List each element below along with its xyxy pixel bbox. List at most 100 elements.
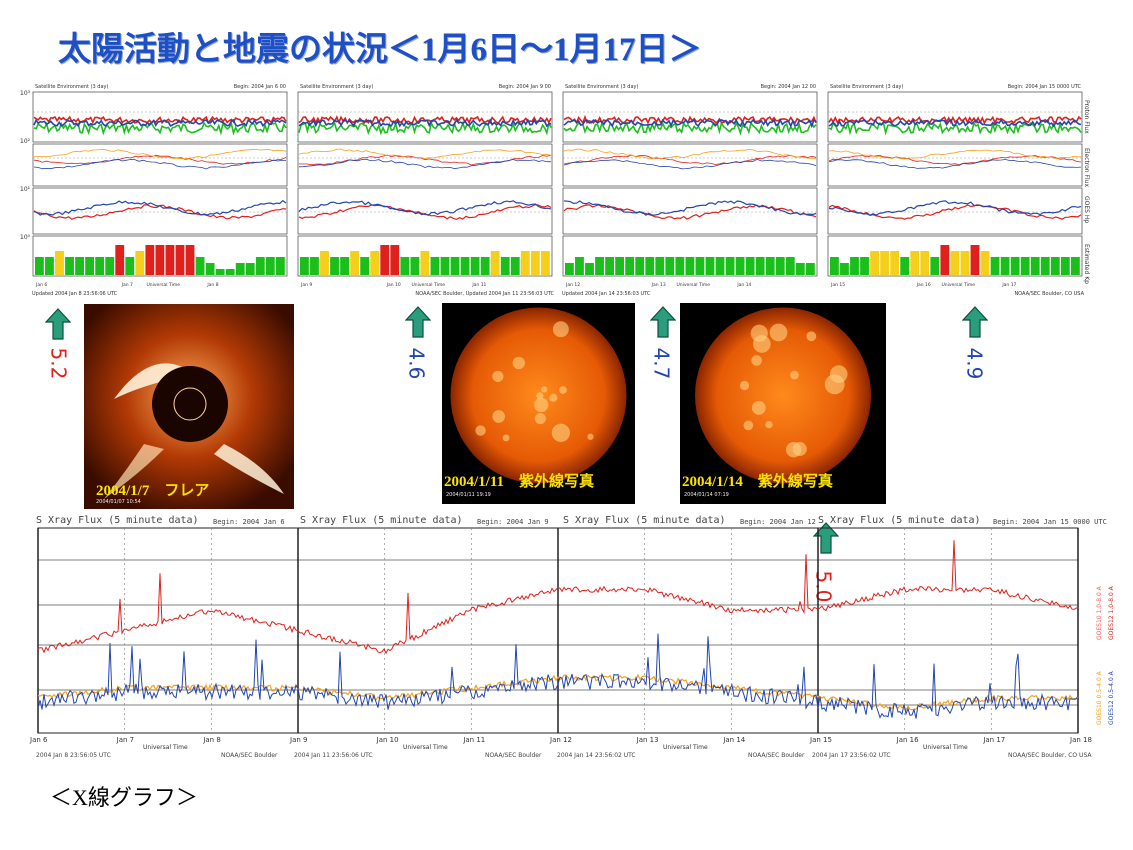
electron-flux-line xyxy=(298,148,552,160)
kp-bar xyxy=(165,245,175,275)
x-tick-label: Jan 6 xyxy=(35,282,47,288)
sun-photo: 2004/1/7 フレア 2004/01/07 10:54 xyxy=(84,304,294,509)
satellite-panel: Satellite Environment (3 day) Begin: 2004… xyxy=(32,84,289,299)
kp-bar xyxy=(1050,257,1060,275)
kp-bar xyxy=(135,251,145,275)
kp-bar xyxy=(605,257,614,275)
plot-frame xyxy=(297,187,553,235)
xray-x-tick: Jan 10 xyxy=(376,736,399,744)
kp-bar xyxy=(105,257,115,275)
kp-bar xyxy=(625,257,635,275)
kp-bar xyxy=(255,257,265,275)
plot-frame xyxy=(827,235,1083,277)
panel-header-left: Satellite Environment (3 day) xyxy=(830,84,904,90)
kp-bar xyxy=(530,251,540,275)
kp-bar xyxy=(950,251,960,275)
xray-x-axis-label: Universal Time xyxy=(403,744,448,751)
xray-panel-title: S Xray Flux (5 minute data) xyxy=(563,515,726,526)
xray-x-tick: Jan 14 xyxy=(723,736,746,744)
photo-caption: 2004/1/14 紫外線写真 xyxy=(682,474,833,490)
kp-bar xyxy=(755,257,765,275)
photo-timestamp: 2004/01/14 07:19 xyxy=(684,492,729,498)
kp-bar xyxy=(890,251,900,275)
xray-x-tick: Jan 9 xyxy=(290,736,308,744)
photo-timestamp: 2004/01/11 19:19 xyxy=(446,492,491,498)
x-tick-label: Jan 17 xyxy=(1001,282,1016,288)
kp-bar xyxy=(595,257,604,275)
kp-bar xyxy=(635,257,645,275)
plot-frame xyxy=(827,187,1083,235)
satellite-panel: Satellite Environment (3 day) Begin: 2004… xyxy=(297,84,554,299)
xray-series-goes12-short xyxy=(37,633,1079,719)
up-arrow-icon xyxy=(813,522,839,554)
kp-bar xyxy=(245,263,255,275)
kp-bar xyxy=(930,257,940,275)
proton-flux-line xyxy=(33,115,287,125)
plot-frame xyxy=(562,143,818,187)
x-axis-label: Universal Time xyxy=(147,282,181,288)
plot-frame xyxy=(297,235,553,277)
kp-bar xyxy=(795,263,805,275)
kp-bar xyxy=(75,257,84,275)
kp-bar xyxy=(1070,257,1080,275)
xray-x-tick: Jan 17 xyxy=(983,736,1006,744)
kp-bar xyxy=(725,257,735,275)
xray-panel-title: S Xray Flux (5 minute data) xyxy=(818,515,981,526)
kp-bar xyxy=(155,245,165,275)
x-tick-label: Jan 8 xyxy=(206,282,218,288)
electron-flux-line xyxy=(563,158,817,170)
kp-bar xyxy=(225,269,235,275)
kp-bar xyxy=(540,251,550,275)
kp-bar xyxy=(275,257,285,275)
x-tick-label: Jan 9 xyxy=(300,282,312,288)
xray-panel-footer: 2004 Jan 17 23:56:02 UTC xyxy=(812,752,891,759)
kp-bar xyxy=(510,257,520,275)
kp-bar xyxy=(195,257,205,275)
kp-bar xyxy=(1040,257,1050,275)
kp-bar xyxy=(1010,257,1020,275)
kp-bar xyxy=(320,251,329,275)
kp-bar xyxy=(450,257,460,275)
kp-bar xyxy=(805,263,815,275)
kp-bar xyxy=(645,257,655,275)
photo-caption: 2004/1/11 紫外線写真 xyxy=(444,474,595,490)
kp-bar xyxy=(440,257,450,275)
satellite-panel: Satellite Environment (3 day) Begin: 2004… xyxy=(562,84,819,299)
kp-bar xyxy=(685,257,695,275)
xray-panel-footer: 2004 Jan 8 23:56:05 UTC xyxy=(36,752,111,759)
goes-hp-line xyxy=(563,200,817,216)
xray-panel-begin: Begin: 2004 Jan 9 xyxy=(477,518,549,526)
kp-bar xyxy=(735,257,745,275)
xray-panel-begin: Begin: 2004 Jan 15 0000 UTC xyxy=(993,518,1107,526)
kp-bar xyxy=(840,263,849,275)
uv-sun-image xyxy=(442,303,635,504)
up-arrow-icon xyxy=(962,306,988,338)
electron-flux-line xyxy=(33,158,286,170)
electron-flux-line xyxy=(828,154,1082,166)
kp-bar xyxy=(175,245,185,275)
kp-bar xyxy=(665,257,675,275)
kp-bar xyxy=(480,257,490,275)
xray-panel-title: S Xray Flux (5 minute data) xyxy=(36,515,199,526)
xray-panel-footer-right: NOAA/SEC Boulder xyxy=(485,752,542,759)
proton-flux-line xyxy=(828,118,1082,128)
plot-frame xyxy=(32,143,288,187)
kp-bar xyxy=(940,245,950,275)
kp-bar xyxy=(85,257,95,275)
xray-series-goes12-long xyxy=(37,540,1079,655)
kp-bar xyxy=(520,251,530,275)
kp-bar xyxy=(330,257,339,275)
xray-x-tick: Jan 16 xyxy=(896,736,919,744)
electron-flux-line xyxy=(563,154,817,165)
up-arrow-icon xyxy=(45,308,71,340)
plot-frame xyxy=(827,143,1083,187)
xray-x-tick: Jan 18 xyxy=(1070,736,1092,744)
xray-x-axis-label: Universal Time xyxy=(663,744,708,751)
satellite-panel: Satellite Environment (3 day) Begin: 2004… xyxy=(827,84,1084,299)
axis-left-label: 10⁰ xyxy=(20,234,31,241)
xray-panel-footer-right: NOAA/SEC Boulder xyxy=(748,752,805,759)
plot-frame xyxy=(562,187,818,235)
axis-left-label: 10¹ xyxy=(20,186,31,193)
xray-x-tick: Jan 11 xyxy=(463,736,486,744)
electron-flux-line xyxy=(828,159,1082,169)
